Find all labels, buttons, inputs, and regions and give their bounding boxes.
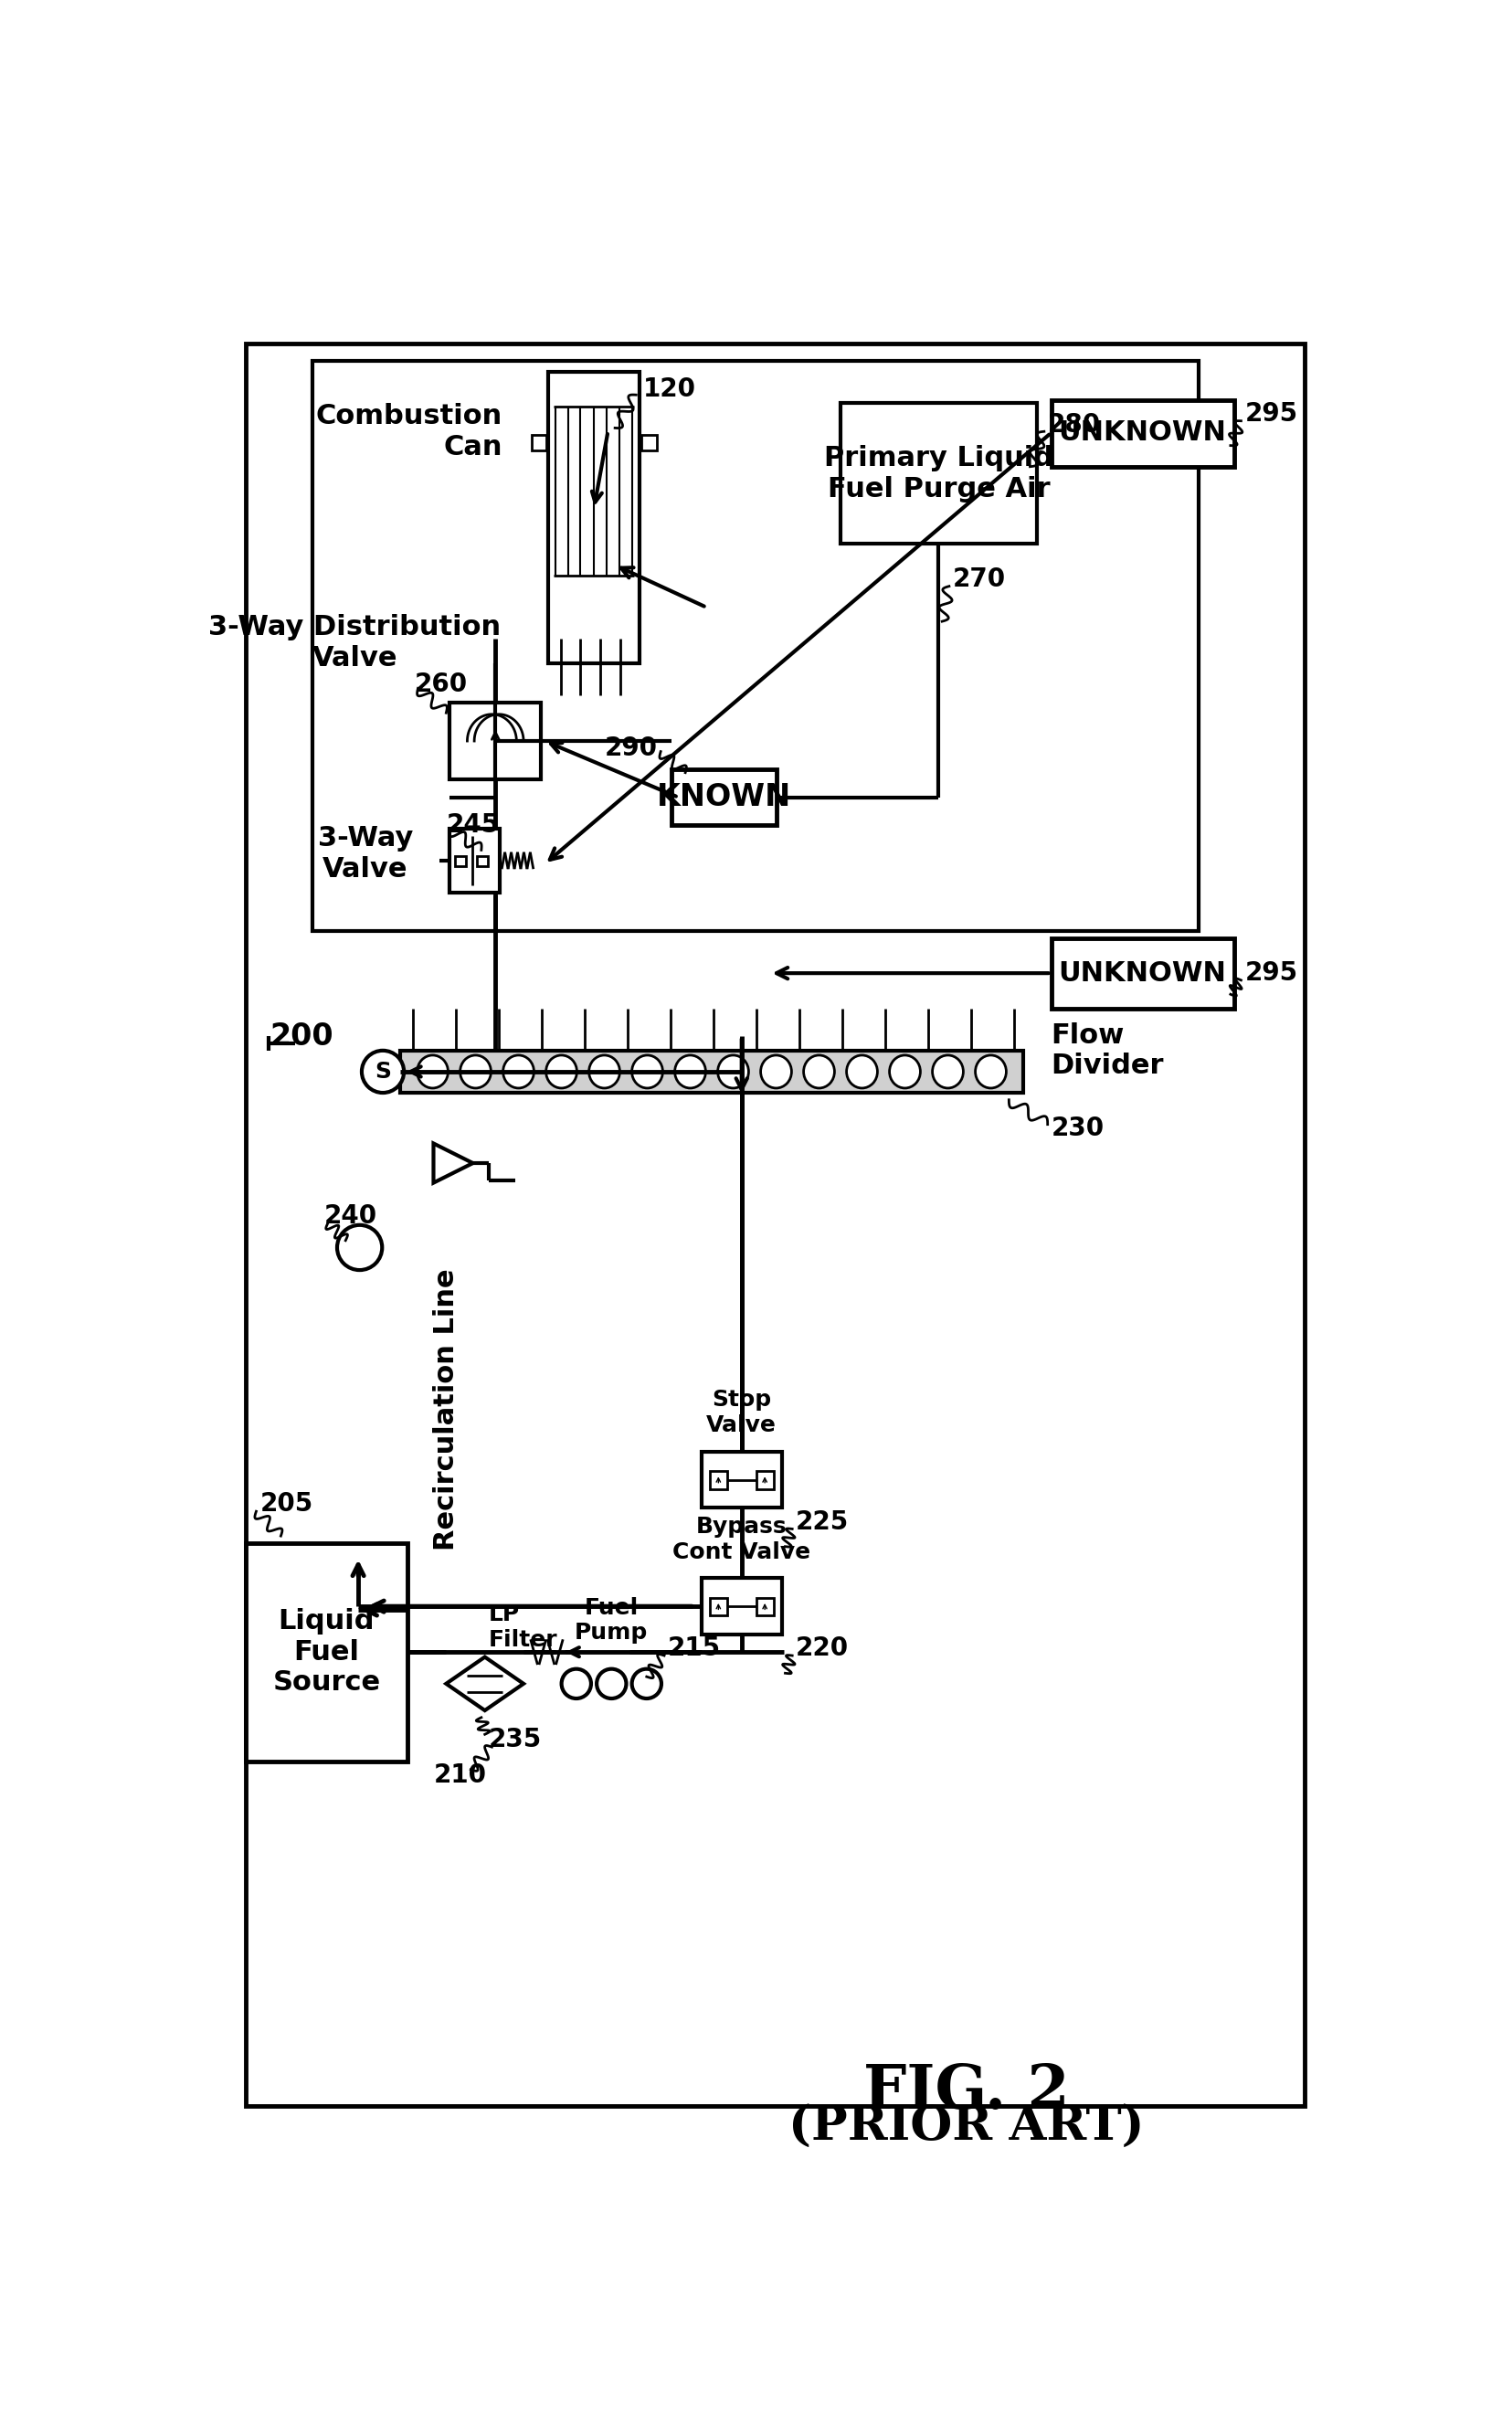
Circle shape [337, 1226, 383, 1270]
Ellipse shape [460, 1054, 491, 1088]
Text: Recirculation Line: Recirculation Line [432, 1267, 460, 1551]
Ellipse shape [588, 1054, 620, 1088]
Text: 240: 240 [324, 1204, 378, 1228]
Bar [839, 402, 1036, 545]
Text: Stop
Valve: Stop Valve [706, 1388, 776, 1437]
Ellipse shape [975, 1054, 1005, 1088]
Text: Bypass
Cont Valve: Bypass Cont Valve [673, 1517, 810, 1563]
Circle shape [596, 1669, 626, 1699]
Bar [401, 1052, 1022, 1093]
Ellipse shape [761, 1054, 791, 1088]
Bar [1051, 938, 1234, 1008]
Ellipse shape [632, 1054, 662, 1088]
Text: 235: 235 [488, 1728, 541, 1752]
Ellipse shape [546, 1054, 576, 1088]
Bar [756, 1597, 774, 1616]
Text: Fuel
Pump: Fuel Pump [575, 1597, 647, 1645]
Text: KNOWN: KNOWN [656, 783, 791, 812]
Text: Flow
Divider: Flow Divider [1051, 1023, 1163, 1078]
Text: LP
Filter: LP Filter [488, 1604, 556, 1650]
Text: 3-Way
Valve: 3-Way Valve [318, 824, 413, 882]
Circle shape [361, 1052, 404, 1093]
Bar [709, 1471, 727, 1488]
Text: UNKNOWN: UNKNOWN [1058, 419, 1226, 446]
Bar [313, 361, 1198, 930]
Bar [476, 855, 487, 867]
Text: 215: 215 [667, 1636, 720, 1662]
Bar [756, 1471, 774, 1488]
Text: S: S [375, 1061, 390, 1083]
Text: 220: 220 [795, 1636, 848, 1662]
Bar [455, 855, 466, 867]
Ellipse shape [674, 1054, 705, 1088]
Text: UNKNOWN: UNKNOWN [1058, 960, 1226, 986]
Bar [449, 829, 499, 892]
Text: 200: 200 [271, 1023, 334, 1052]
Text: 290: 290 [603, 734, 656, 761]
Ellipse shape [889, 1054, 919, 1088]
Text: 245: 245 [446, 812, 499, 838]
Text: Primary Liquid
Fuel Purge Air: Primary Liquid Fuel Purge Air [824, 446, 1052, 502]
Bar [449, 703, 541, 780]
Polygon shape [446, 1657, 523, 1711]
Bar [641, 436, 656, 451]
Text: 210: 210 [434, 1762, 487, 1788]
Circle shape [561, 1669, 591, 1699]
Bar [702, 1451, 782, 1507]
Text: (PRIOR ART): (PRIOR ART) [788, 2103, 1145, 2149]
Bar [245, 1543, 407, 1762]
Text: 205: 205 [260, 1493, 313, 1517]
Text: 260: 260 [414, 671, 467, 698]
Text: 120: 120 [643, 376, 696, 402]
Ellipse shape [931, 1054, 963, 1088]
Bar [709, 1597, 727, 1616]
Ellipse shape [717, 1054, 748, 1088]
Text: FIG. 2: FIG. 2 [863, 2062, 1069, 2123]
Circle shape [632, 1669, 661, 1699]
Text: 295: 295 [1244, 960, 1297, 986]
Text: Liquid
Fuel
Source: Liquid Fuel Source [272, 1609, 381, 1696]
Text: 280: 280 [1046, 412, 1101, 436]
Text: Combustion
Can: Combustion Can [316, 402, 502, 460]
Bar [671, 768, 776, 826]
Ellipse shape [847, 1054, 877, 1088]
Bar [531, 436, 546, 451]
Text: 3-Way Distribution
Valve: 3-Way Distribution Valve [209, 613, 500, 671]
Text: 270: 270 [953, 567, 1005, 591]
Ellipse shape [417, 1054, 448, 1088]
Text: 225: 225 [795, 1510, 848, 1534]
Text: 230: 230 [1051, 1115, 1104, 1141]
Ellipse shape [803, 1054, 835, 1088]
Ellipse shape [502, 1054, 534, 1088]
Text: 295: 295 [1244, 402, 1297, 426]
Bar [1051, 400, 1234, 468]
Bar [547, 371, 640, 664]
Bar [702, 1577, 782, 1636]
